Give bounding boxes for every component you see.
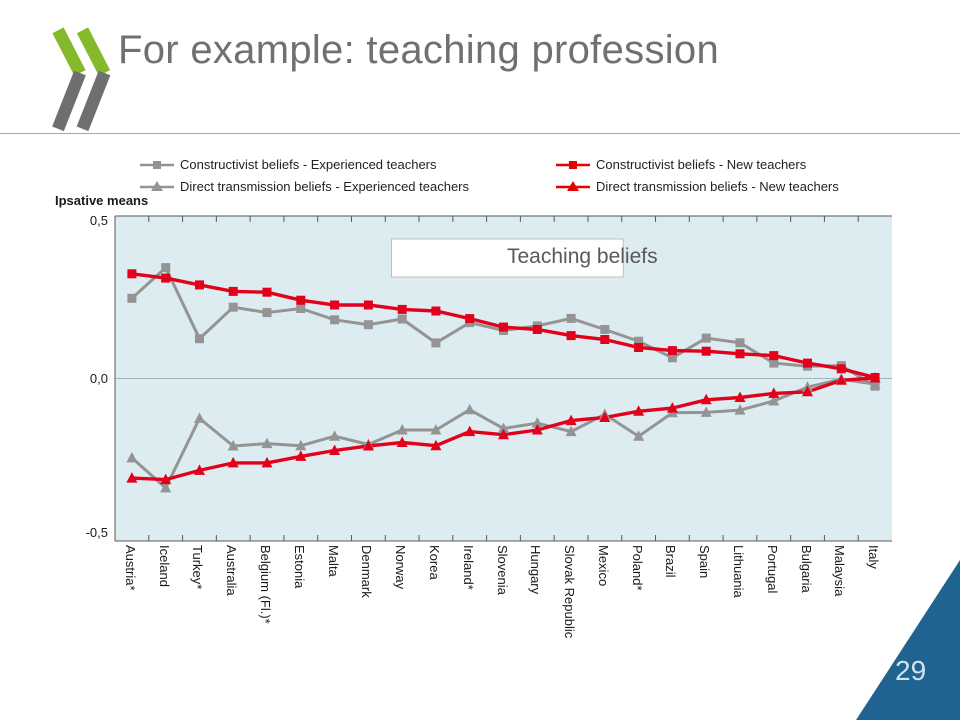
svg-text:0,5: 0,5 [90, 213, 108, 228]
svg-text:Constructivist beliefs - Exper: Constructivist beliefs - Experienced tea… [180, 157, 437, 172]
svg-text:Constructivist beliefs - New t: Constructivist beliefs - New teachers [596, 157, 807, 172]
svg-text:0,0: 0,0 [90, 371, 108, 386]
svg-text:Teaching beliefs: Teaching beliefs [507, 245, 658, 268]
svg-text:-0,5: -0,5 [86, 525, 108, 540]
svg-text:Direct transmission beliefs -: Direct transmission beliefs - Experience… [180, 179, 470, 194]
svg-text:Direct transmission beliefs -: Direct transmission beliefs - New teache… [596, 179, 839, 194]
